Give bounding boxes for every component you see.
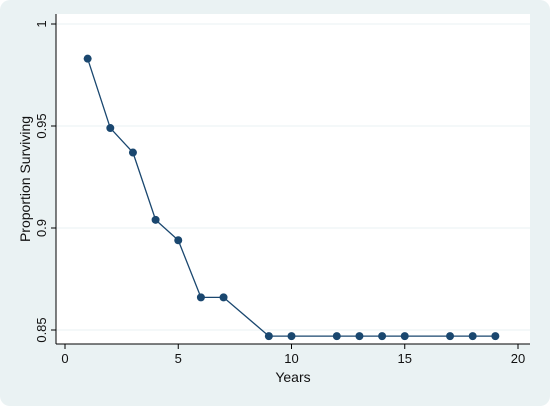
y-tick-label-0: 0.85 — [34, 317, 49, 342]
data-point-0-4 — [174, 236, 183, 245]
x-axis: 0 5 10 15 20 — [56, 343, 530, 366]
data-point-0-8 — [287, 332, 296, 341]
y-tick-label-2: 0.95 — [34, 113, 49, 138]
x-tick-label-4: 20 — [511, 351, 525, 366]
grid-lines — [56, 23, 530, 331]
x-tick-label-0: 0 — [61, 351, 68, 366]
x-tick-label-2: 10 — [284, 351, 298, 366]
series-group — [83, 54, 500, 341]
data-point-0-10 — [355, 332, 364, 341]
data-point-0-9 — [332, 332, 341, 341]
data-point-0-1 — [106, 124, 115, 133]
data-point-0-13 — [446, 332, 455, 341]
data-point-0-11 — [378, 332, 387, 341]
y-axis: 0.85 0.9 0.95 1 — [34, 14, 57, 344]
data-point-0-14 — [468, 332, 477, 341]
series-line-0 — [87, 58, 496, 337]
data-point-0-5 — [196, 293, 205, 302]
x-axis-title: Years — [275, 369, 310, 385]
data-point-0-15 — [491, 332, 500, 341]
data-point-0-12 — [400, 332, 409, 341]
y-axis-title: Proportion Surviving — [17, 116, 33, 242]
data-point-0-0 — [83, 54, 92, 63]
y-tick-label-1: 0.9 — [34, 219, 49, 237]
plot-area — [56, 14, 530, 344]
data-point-0-2 — [128, 148, 137, 157]
data-point-0-7 — [264, 332, 273, 341]
x-tick-label-1: 5 — [175, 351, 182, 366]
data-point-0-3 — [151, 215, 160, 224]
x-tick-label-3: 15 — [398, 351, 412, 366]
data-point-0-6 — [219, 293, 228, 302]
y-tick-label-3: 1 — [34, 20, 49, 27]
